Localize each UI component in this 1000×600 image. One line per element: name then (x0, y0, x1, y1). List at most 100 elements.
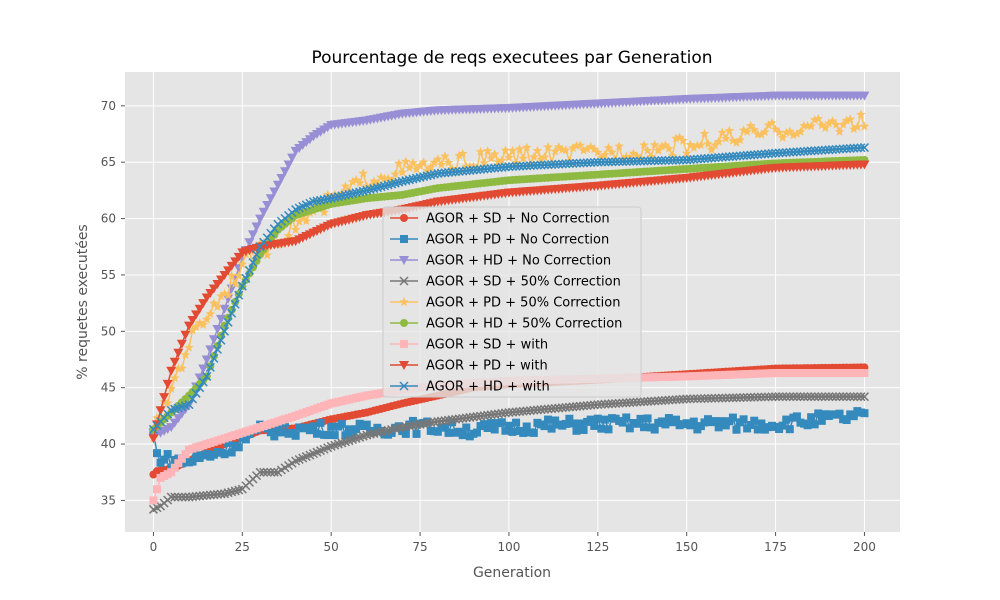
x-tick-label: 125 (586, 540, 609, 554)
data-point (728, 393, 738, 403)
data-point (515, 161, 525, 171)
data-point (205, 345, 216, 355)
data-point (675, 394, 685, 404)
data-point (376, 172, 386, 182)
data-point (607, 157, 617, 167)
legend-marker (399, 297, 409, 307)
data-point (277, 428, 286, 437)
data-point (774, 148, 784, 158)
data-point (763, 392, 773, 402)
data-point (237, 259, 248, 269)
data-point (707, 153, 717, 163)
data-point (803, 146, 813, 156)
data-point (771, 148, 781, 158)
data-point (487, 419, 496, 428)
data-point (710, 140, 720, 150)
data-point (411, 164, 422, 174)
data-point (212, 344, 222, 354)
x-tick-label: 0 (150, 540, 158, 554)
y-tick-label: 65 (101, 155, 116, 169)
data-point (714, 393, 724, 403)
data-point (710, 393, 720, 403)
data-point (423, 417, 432, 426)
data-point (411, 420, 422, 430)
data-point (792, 392, 802, 402)
data-point (472, 428, 481, 437)
data-point (177, 454, 186, 463)
data-point (731, 151, 741, 161)
data-point (547, 404, 557, 414)
data-point (397, 167, 408, 177)
data-point (149, 496, 158, 505)
data-point (785, 392, 795, 402)
data-point (401, 422, 411, 432)
data-point (578, 145, 589, 155)
legend-label: AGOR + SD + with (426, 338, 548, 353)
data-point (721, 133, 731, 143)
data-point (247, 230, 258, 240)
data-point (568, 143, 578, 153)
data-point (508, 427, 517, 436)
data-point (543, 142, 553, 152)
data-point (454, 414, 464, 424)
data-point (483, 410, 493, 420)
data-point (209, 298, 219, 308)
data-point (689, 142, 699, 152)
data-point (501, 426, 510, 435)
data-point (188, 394, 198, 404)
data-point (529, 428, 538, 437)
x-tick-label: 200 (853, 540, 876, 554)
legend-marker (400, 214, 408, 222)
data-point (283, 160, 294, 170)
data-point (838, 119, 848, 129)
data-point (767, 117, 777, 128)
data-point (404, 421, 414, 431)
data-point (241, 273, 251, 283)
data-point (721, 393, 731, 403)
data-point (511, 407, 521, 417)
data-point (785, 425, 794, 434)
data-point (731, 393, 741, 403)
data-point (820, 392, 830, 402)
data-point (173, 348, 184, 358)
data-point (614, 398, 624, 408)
data-point (202, 490, 212, 500)
data-point (479, 411, 489, 421)
data-point (173, 492, 183, 502)
data-point (735, 151, 745, 161)
data-point (664, 414, 673, 423)
legend-item: AGOR + HD + No Correction (390, 254, 611, 269)
data-point (682, 155, 692, 165)
data-point (327, 422, 336, 431)
data-point (308, 197, 318, 207)
data-point (180, 330, 191, 340)
data-point (799, 120, 809, 130)
data-point (611, 398, 621, 409)
data-point (763, 120, 774, 130)
data-point (426, 418, 436, 428)
data-point (425, 162, 436, 172)
data-point (628, 148, 639, 158)
data-point (234, 443, 243, 452)
legend-marker (400, 340, 408, 348)
x-axis-label: Generation (473, 565, 551, 581)
data-point (169, 357, 180, 367)
data-point (732, 425, 741, 434)
data-point (849, 412, 858, 421)
data-point (465, 165, 475, 175)
data-point (622, 413, 631, 422)
data-point (842, 392, 852, 402)
data-point (475, 146, 486, 156)
data-point (632, 151, 642, 161)
data-point (777, 132, 788, 142)
data-point (341, 431, 350, 440)
data-point (294, 216, 304, 226)
data-point (572, 426, 581, 435)
data-point (827, 145, 837, 155)
data-point (806, 392, 816, 402)
data-point (194, 317, 205, 327)
legend-item: AGOR + PD + 50% Correction (390, 296, 620, 311)
data-point (265, 194, 276, 204)
data-point (234, 270, 244, 280)
data-point (742, 150, 752, 160)
